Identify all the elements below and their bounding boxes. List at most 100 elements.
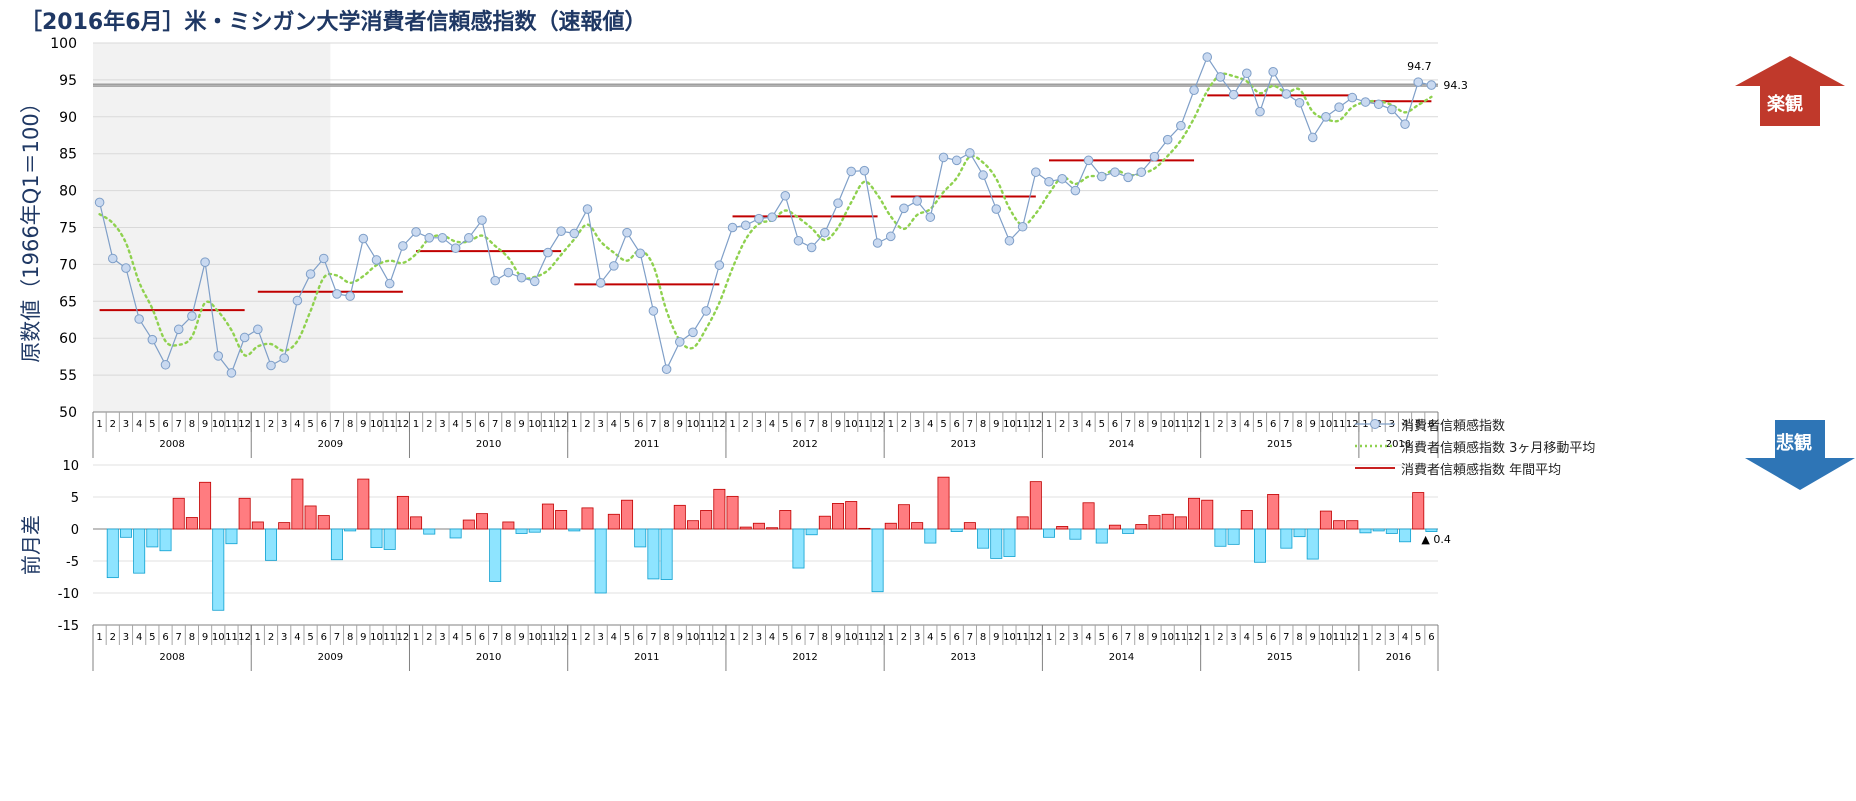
x-month-label: 9 [360,419,366,430]
x-month-label: 9 [360,632,366,643]
y-tick-label: -10 [58,587,79,602]
index-point [1241,68,1252,79]
index-point [490,275,500,286]
x-month-label: 5 [624,419,630,430]
main-line-chart: 50556065707580859095100原数値（1966年Q1＝100）1… [19,36,1468,458]
index-point [754,213,764,224]
x-month-label: 12 [1029,632,1042,643]
x-month-label: 3 [439,632,445,643]
x-month-label: 7 [808,419,814,430]
x-year-label: 2011 [634,652,659,663]
index-point [450,243,461,253]
index-point [1123,172,1133,183]
x-month-label: 1 [255,632,261,643]
x-month-label: 6 [1270,632,1276,643]
x-month-label: 3 [1072,632,1078,643]
diff-bar [212,528,225,611]
x-year-label: 2008 [159,439,184,450]
x-month-label: 9 [677,632,683,643]
x-month-label: 6 [1428,419,1434,430]
legend-item-index: 消費者信頼感指数 [1355,413,1595,435]
index-point [1136,167,1147,177]
x-month-label: 5 [1257,632,1263,643]
index-point [1321,112,1331,122]
x-month-label: 5 [307,632,313,643]
diff-annotation: ▲ 0.4 [1421,533,1450,546]
index-point [160,359,171,370]
index-point [134,314,144,324]
x-month-label: 8 [663,419,669,430]
diff-bar [1227,528,1240,545]
index-point [398,241,408,251]
x-month-label: 2 [1059,419,1065,430]
y-tick-label: 100 [50,36,77,52]
index-point [292,295,303,306]
x-month-label: 8 [980,419,986,430]
x-month-label: 4 [136,632,142,643]
diff-bar [119,528,132,538]
x-month-label: 8 [1138,632,1144,643]
x-month-label: 1 [1362,632,1368,643]
x-month-label: 1 [888,419,894,430]
x-month-label: 2 [901,419,907,430]
index-point [674,337,685,347]
x-month-label: 7 [176,419,182,430]
index-point [1360,97,1371,107]
x-month-label: 7 [1125,419,1131,430]
diff-bar [383,528,396,550]
x-month-label: 9 [202,632,208,643]
index-point [991,204,1002,214]
y-tick-label: 50 [59,405,77,421]
x-month-label: 12 [1346,419,1359,430]
x-month-label: 10 [1161,419,1174,430]
x-month-label: 12 [1346,632,1359,643]
x-month-label: 7 [967,419,973,430]
x-month-label: 5 [1415,632,1421,643]
x-month-label: 1 [1204,419,1210,430]
diff-bar [1095,528,1108,544]
x-month-label: 5 [940,419,946,430]
index-point [1413,77,1424,87]
index-point [464,233,474,243]
x-month-label: 7 [967,632,973,643]
index-point [173,324,184,335]
annotation-latest: 94.3 [1443,79,1468,92]
index-point [226,368,237,378]
x-month-label: 11 [542,632,555,643]
x-month-label: 11 [1016,632,1029,643]
x-month-label: 9 [1151,632,1157,643]
x-month-label: 11 [383,632,396,643]
x-month-label: 4 [1244,419,1250,430]
diff-bar [594,528,607,594]
x-month-label: 7 [1283,419,1289,430]
x-month-label: 8 [980,632,986,643]
x-month-label: 3 [597,419,603,430]
diff-bar [1069,528,1082,540]
x-month-label: 1 [571,632,577,643]
x-month-label: 6 [1428,632,1434,643]
x-month-label: 9 [835,632,841,643]
x-month-label: 4 [452,632,458,643]
x-month-label: 8 [1296,632,1302,643]
x-month-label: 4 [1402,419,1408,430]
x-month-label: 10 [687,419,700,430]
x-month-label: 4 [1244,632,1250,643]
x-month-label: 1 [96,419,102,430]
diff-bar [449,528,462,539]
x-month-label: 11 [542,419,555,430]
x-month-label: 12 [713,632,726,643]
index-point [1347,92,1358,103]
diff-bar [133,528,146,574]
x-month-label: 9 [202,419,208,430]
index-point [780,190,791,201]
x-month-label: 12 [1188,632,1201,643]
x-month-label: 7 [1283,632,1289,643]
index-point [1387,104,1397,115]
y-tick-label: 95 [59,73,77,89]
x-month-label: 10 [528,419,541,430]
pessimism-label: 悲観 [1776,433,1812,454]
index-point [1149,151,1160,162]
index-point [965,148,975,158]
x-month-label: 12 [238,419,251,430]
x-month-label: 5 [307,419,313,430]
